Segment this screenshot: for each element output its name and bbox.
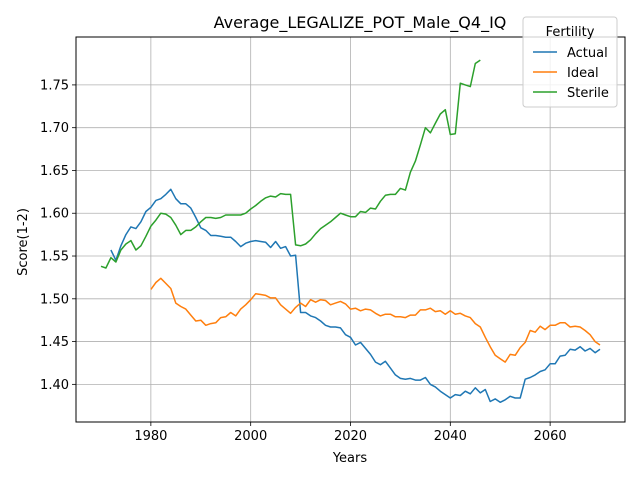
x-tick-label: 2020 (334, 429, 367, 444)
x-tick-label: 2000 (234, 429, 267, 444)
x-tick-label: 2060 (534, 429, 567, 444)
grid (76, 37, 625, 422)
x-axis-label: Years (332, 451, 368, 466)
y-tick-label: 1.60 (40, 207, 69, 222)
y-tick-label: 1.70 (40, 121, 69, 136)
y-tick-label: 1.45 (40, 335, 69, 350)
y-tick-label: 1.65 (40, 164, 69, 179)
y-tick-label: 1.40 (40, 378, 69, 393)
legend-label-actual: Actual (567, 46, 608, 61)
legend-title: Fertility (546, 25, 595, 40)
legend-label-sterile: Sterile (567, 86, 609, 101)
legend-box (522, 16, 618, 108)
y-tick-label: 1.75 (40, 78, 69, 93)
series-line-ideal (150, 277, 601, 363)
x-axis: 1980 2000 2020 2040 2060 (134, 422, 567, 444)
series-layer (100, 59, 601, 404)
y-axis-label: Score(1-2) (16, 208, 31, 276)
legend-label-ideal: Ideal (567, 66, 599, 81)
x-tick-label: 2040 (434, 429, 467, 444)
x-tick-label: 1980 (134, 429, 167, 444)
legend: Fertility Actual Ideal Sterile (522, 16, 618, 108)
y-axis: 1.40 1.45 1.50 1.55 1.60 1.65 1.70 1.75 (40, 78, 76, 393)
series-line-sterile (100, 59, 481, 269)
chart-title: Average_LEGALIZE_POT_Male_Q4_IQ (214, 13, 507, 33)
series-line-actual (110, 188, 601, 404)
y-tick-label: 1.55 (40, 250, 69, 265)
y-tick-label: 1.50 (40, 292, 69, 307)
